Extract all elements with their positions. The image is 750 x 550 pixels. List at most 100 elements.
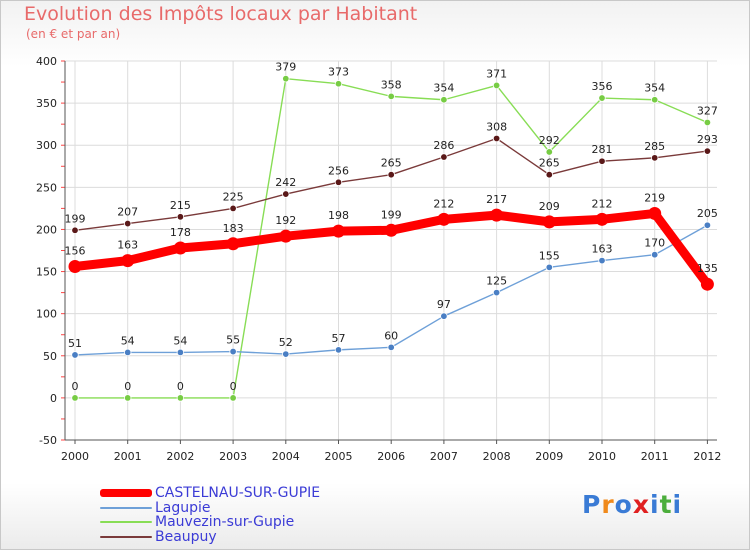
data-point-castelnau-sur-gupie [121,254,135,268]
data-label-lagupie: 205 [697,207,718,220]
data-point-castelnau-sur-gupie [542,215,556,229]
data-label-castelnau-sur-gupie: 178 [170,226,191,239]
logo-letter: r [601,490,615,519]
data-label-castelnau-sur-gupie: 212 [433,197,454,210]
data-point-mauvezin-sur-gupie [440,96,448,104]
data-point-lagupie [651,251,659,259]
data-point-castelnau-sur-gupie [648,206,662,220]
data-point-mauvezin-sur-gupie [651,96,659,104]
data-point-mauvezin-sur-gupie [387,92,395,101]
data-point-mauvezin-sur-gupie [598,94,606,102]
data-label-beaupuy: 225 [223,190,244,203]
x-tick-label: 2012 [693,450,721,463]
data-label-beaupuy: 285 [644,140,665,153]
x-tick-label: 2004 [272,450,300,463]
data-label-castelnau-sur-gupie: 199 [381,208,402,221]
x-tick-label: 2010 [588,450,616,463]
data-point-lagupie [229,347,237,356]
data-point-beaupuy [334,178,343,186]
data-label-lagupie: 55 [226,334,240,347]
data-point-mauvezin-sur-gupie [545,148,553,156]
data-label-beaupuy: 265 [539,157,560,170]
data-point-mauvezin-sur-gupie [492,81,501,90]
data-label-lagupie: 155 [539,249,560,262]
data-point-beaupuy [651,154,659,162]
data-point-beaupuy [440,153,448,161]
data-label-beaupuy: 293 [697,133,718,146]
data-label-lagupie: 125 [486,275,507,288]
data-point-castelnau-sur-gupie [279,229,293,243]
data-label-lagupie: 170 [644,237,665,250]
data-label-lagupie: 97 [437,298,451,311]
data-point-beaupuy [598,157,606,165]
data-label-beaupuy: 256 [328,164,349,177]
data-label-lagupie: 51 [68,337,82,350]
data-label-mauvezin-sur-gupie: 327 [697,104,718,117]
data-label-castelnau-sur-gupie: 209 [539,200,560,213]
data-point-lagupie [440,312,448,320]
data-point-beaupuy [703,147,712,155]
legend-label-castelnau: CASTELNAU-SUR-GUPIE [155,485,321,501]
y-tick-label: 50 [43,350,57,363]
data-point-mauvezin-sur-gupie [334,80,343,88]
data-label-mauvezin-sur-gupie: 292 [539,134,560,147]
data-label-castelnau-sur-gupie: 192 [275,214,296,227]
x-tick-label: 2005 [325,450,353,463]
data-point-castelnau-sur-gupie [490,208,504,222]
legend-label-beaupuy: Beaupuy [155,529,217,545]
data-point-beaupuy [229,204,237,213]
data-label-castelnau-sur-gupie: 212 [592,197,613,210]
x-tick-label: 2000 [61,450,89,463]
data-point-castelnau-sur-gupie [595,212,609,226]
series-castelnau-sur-gupie [68,206,714,291]
data-point-castelnau-sur-gupie [384,223,398,237]
legend-label-mauvezin: Mauvezin-sur-Gupie [155,514,295,530]
data-point-castelnau-sur-gupie [437,212,451,226]
x-tick-label: 2003 [219,450,247,463]
data-label-beaupuy: 286 [433,139,454,152]
data-point-beaupuy [123,219,132,228]
y-tick-label: 200 [36,223,57,236]
data-label-mauvezin-sur-gupie: 354 [433,82,454,95]
data-label-mauvezin-sur-gupie: 356 [592,80,613,93]
data-point-beaupuy [492,134,501,143]
data-label-mauvezin-sur-gupie: 358 [381,78,402,91]
x-tick-label: 2006 [377,450,405,463]
chart-title: Evolution des Impôts locaux par Habitant [24,3,418,25]
x-tick-label: 2008 [483,450,511,463]
data-label-castelnau-sur-gupie: 183 [223,222,244,235]
data-point-lagupie [545,263,553,272]
data-label-beaupuy: 281 [592,143,613,156]
data-label-mauvezin-sur-gupie: 0 [72,380,79,393]
data-label-lagupie: 54 [121,334,135,347]
logo-letter: x [632,490,650,519]
data-label-castelnau-sur-gupie: 135 [697,262,718,275]
legend-label-lagupie: Lagupie [155,500,211,516]
data-label-beaupuy: 242 [275,176,296,189]
data-label-lagupie: 163 [592,243,613,256]
data-point-mauvezin-sur-gupie [703,118,712,127]
data-label-castelnau-sur-gupie: 156 [65,245,86,258]
logo-letter: o [614,490,633,519]
data-point-castelnau-sur-gupie [68,260,82,274]
data-label-castelnau-sur-gupie: 163 [117,239,138,252]
data-label-mauvezin-sur-gupie: 371 [486,67,507,80]
logo-letter: P [582,490,602,519]
data-point-beaupuy [387,170,395,179]
logo-letter: t [659,490,673,519]
data-label-mauvezin-sur-gupie: 379 [275,61,296,74]
series-mauvezin-sur-gupie [71,74,712,402]
x-tick-label: 2011 [641,450,669,463]
data-point-mauvezin-sur-gupie [176,394,185,402]
y-tick-label: 300 [36,139,57,152]
data-point-beaupuy [545,170,553,179]
data-label-beaupuy: 215 [170,199,191,212]
data-point-lagupie [703,221,712,229]
data-point-mauvezin-sur-gupie [229,394,237,402]
x-tick-label: 2007 [430,450,458,463]
data-label-mauvezin-sur-gupie: 0 [177,380,184,393]
logo-letter: i [650,490,660,519]
data-label-lagupie: 57 [332,332,346,345]
data-point-castelnau-sur-gupie [332,224,345,238]
